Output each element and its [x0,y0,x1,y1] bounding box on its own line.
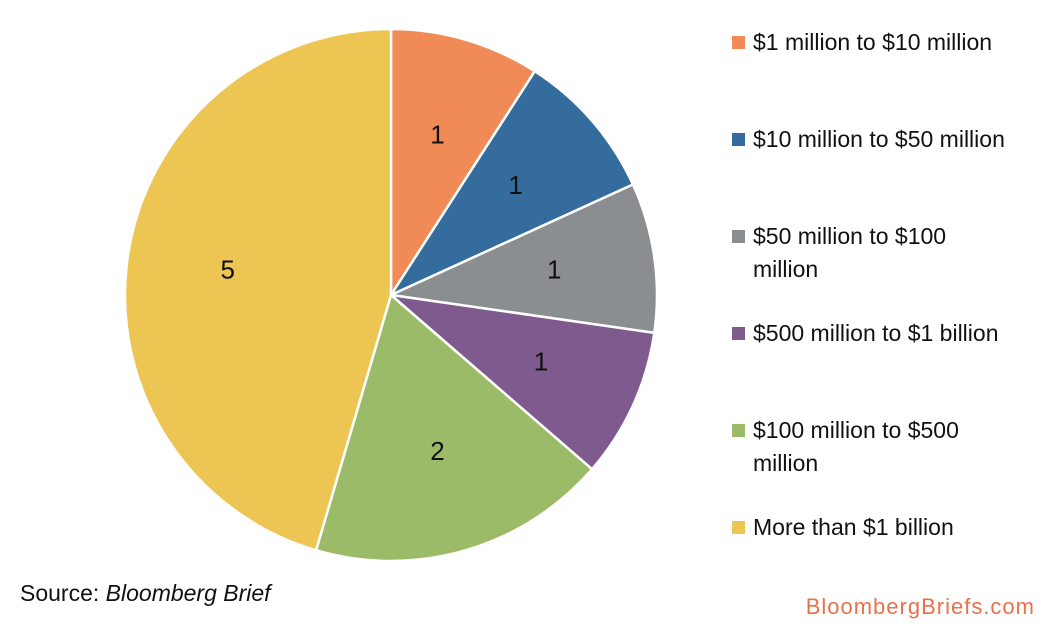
legend-item: $500 million to $1 billion [732,320,1013,350]
pie-slice [389,27,537,300]
pie-chart: 1 1 1 1 2 5 [123,27,659,563]
pie-slice [386,293,656,471]
slice-data-label: 2 [430,436,444,466]
legend-swatch [732,327,745,340]
legend-label: More than $1 billion [753,514,954,540]
legend-item: $10 million to $50 million [732,126,1013,156]
pie-slice [123,27,393,552]
slice-data-label: 1 [508,170,522,200]
source-name: Bloomberg Brief [105,580,271,606]
legend-label: $10 million to $50 million [753,126,1005,152]
legend-swatch [732,521,745,534]
legend-label: $100 million to $500 million [753,417,959,476]
legend-label: $1 million to $10 million [753,29,993,55]
legend-swatch [732,230,745,243]
legend-swatch [732,133,745,146]
legend-swatch [732,424,745,437]
legend-label: $500 million to $1 billion [753,320,999,346]
slice-data-label: 1 [547,254,561,284]
pie-slice [386,182,659,335]
legend-swatch [732,36,745,49]
legend-item: $50 million to $100 million [732,223,1013,286]
slice-data-label: 1 [430,120,444,150]
source-note: Source: Bloomberg Brief [20,580,271,607]
legend-item: More than $1 billion [732,514,1013,544]
source-prefix: Source: [20,580,106,606]
brand-watermark: BloombergBriefs.com [805,594,1035,619]
legend-item: $100 million to $500 million [732,417,1013,480]
legend-label: $50 million to $100 million [753,223,947,282]
slice-data-label: 1 [534,346,548,376]
pie-slice [387,69,635,298]
pie-slice [314,292,594,563]
legend-item: $1 million to $10 million [732,29,1013,59]
slice-data-label: 5 [221,254,235,284]
